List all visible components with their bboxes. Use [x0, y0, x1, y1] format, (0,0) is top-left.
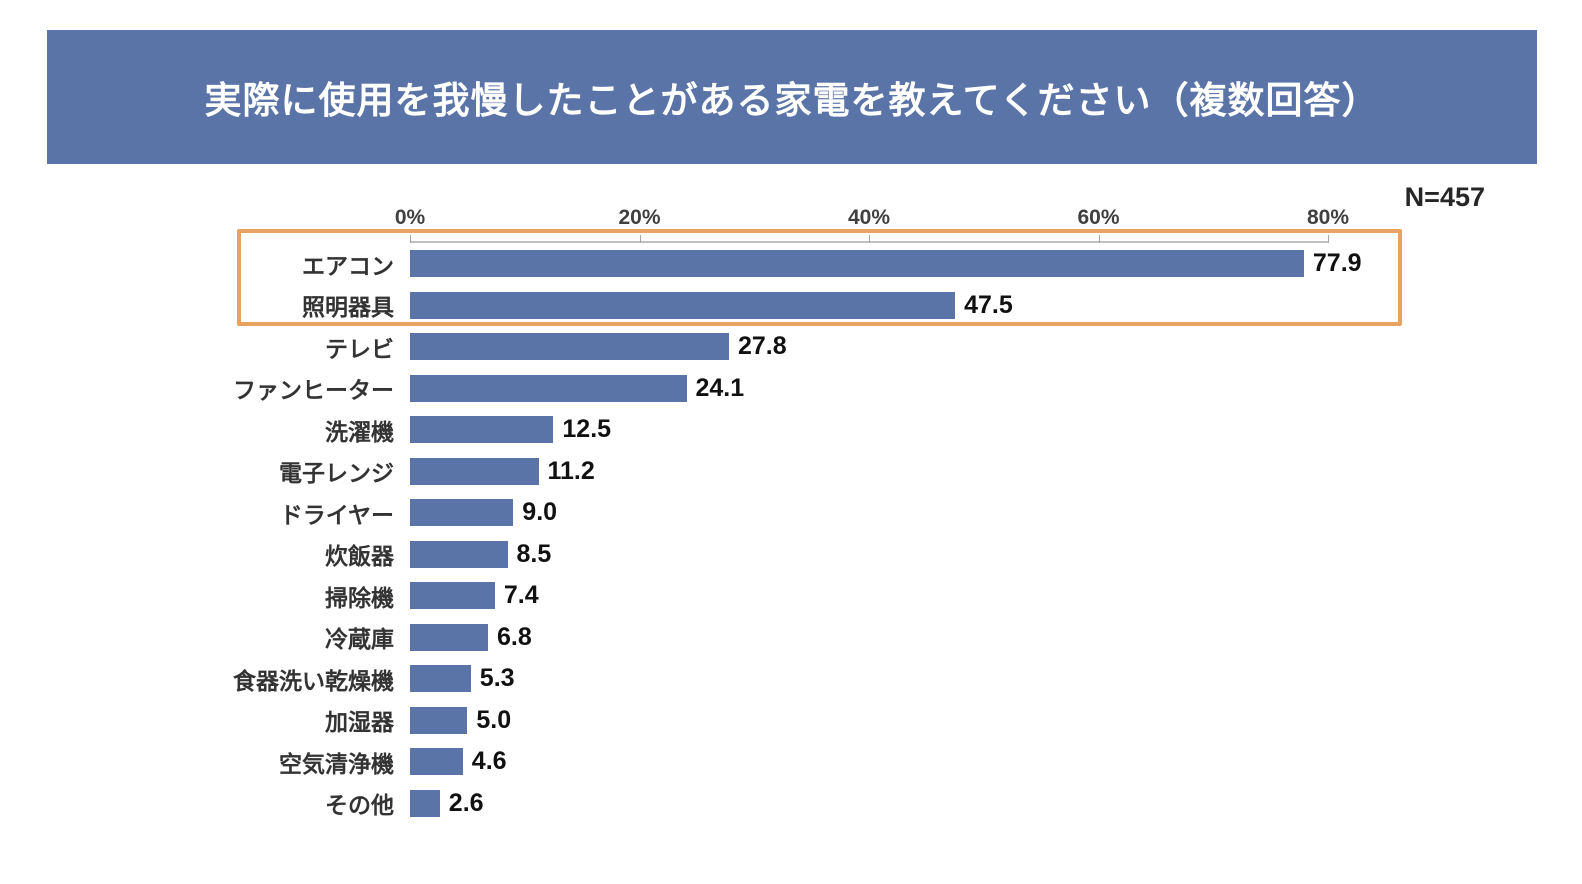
category-label: 掃除機	[325, 584, 394, 611]
axis-tick-label: 60%	[1077, 206, 1120, 229]
bar-rows: エアコン 77.9 照明器具 47.5 テレビ 27.8 ファンヒーター 24.1 洗濯機 12.…	[0, 243, 1560, 824]
axis-tick-mark	[1098, 235, 1100, 243]
bar-row: 冷蔵庫 6.8	[0, 617, 1560, 659]
axis-tick-mark	[1328, 235, 1329, 243]
bar-row: ファンヒーター 24.1	[0, 368, 1560, 410]
value-label: 77.9	[1312, 249, 1362, 278]
bar	[410, 333, 729, 361]
bar-row: その他 2.6	[0, 783, 1560, 825]
chart-title: 実際に使用を我慢したことがある家電を教えてください（複数回答）	[204, 80, 1380, 121]
axis-tick-mark	[639, 235, 641, 243]
category-label: テレビ	[325, 335, 394, 362]
value-label: 24.1	[695, 373, 745, 402]
bar-track: 27.8	[410, 332, 1328, 361]
bar-row: 掃除機 7.4	[0, 575, 1560, 617]
category-label: 洗濯機	[325, 418, 394, 445]
value-label: 2.6	[448, 788, 484, 817]
bar-track: 12.5	[410, 415, 1328, 444]
category-label: エアコン	[302, 252, 394, 279]
bar-track: 11.2	[410, 457, 1328, 486]
bar-row: ドライヤー 9.0	[0, 492, 1560, 534]
category-label: 加湿器	[325, 709, 394, 736]
bar-chart: 0% 20% 40% 60% 80% エアコン 77.9 照明器具 47.5 テレビ 27.8 ファ…	[0, 195, 1560, 824]
bar	[410, 416, 554, 444]
bar-row: テレビ 27.8	[0, 326, 1560, 368]
bar-track: 77.9	[410, 249, 1362, 278]
bar	[410, 623, 488, 651]
category-label: 空気清浄機	[279, 750, 394, 777]
bar-track: 2.6	[410, 789, 1328, 818]
bar-row: 加湿器 5.0	[0, 700, 1560, 742]
header-banner: 実際に使用を我慢したことがある家電を教えてください（複数回答）	[47, 30, 1537, 164]
category-label: 食器洗い乾燥機	[233, 667, 394, 694]
bar-row: 炊飯器 8.5	[0, 534, 1560, 576]
bar-row: 洗濯機 12.5	[0, 409, 1560, 451]
value-label: 6.8	[497, 622, 532, 651]
axis: 0% 20% 40% 60% 80%	[0, 195, 1560, 243]
sample-size-label: N=457	[1404, 182, 1485, 212]
bar-track: 24.1	[410, 374, 1328, 403]
bar-track: 4.6	[410, 747, 1328, 776]
value-label: 7.4	[503, 581, 539, 610]
bar-track: 8.5	[410, 540, 1328, 569]
bar-row: 電子レンジ 11.2	[0, 451, 1560, 493]
bar	[410, 457, 539, 485]
axis-tick-label: 80%	[1306, 206, 1350, 229]
category-label: 炊飯器	[325, 543, 394, 570]
category-label: ファンヒーター	[233, 377, 394, 404]
axis-tick-label: 0%	[394, 206, 426, 229]
value-label: 5.3	[479, 664, 515, 693]
axis-tick-label: 40%	[847, 206, 891, 229]
bar	[410, 706, 468, 734]
value-label: 12.5	[562, 415, 612, 444]
value-label: 27.8	[738, 332, 787, 361]
value-label: 9.0	[522, 498, 558, 527]
bar	[410, 582, 495, 610]
bar	[410, 748, 463, 776]
bar	[410, 374, 687, 402]
category-label: その他	[325, 792, 394, 819]
value-label: 11.2	[547, 456, 595, 485]
bar-row: 照明器具 47.5	[0, 285, 1560, 327]
bar-track: 5.3	[410, 664, 1328, 693]
axis-tick-label: 20%	[618, 206, 661, 229]
category-label: 冷蔵庫	[325, 626, 394, 653]
category-label: ドライヤー	[279, 501, 394, 528]
bar-row: 空気清浄機 4.6	[0, 741, 1560, 783]
bar	[410, 250, 1304, 278]
bar	[410, 499, 514, 527]
bar	[410, 540, 508, 568]
value-label: 47.5	[964, 290, 1013, 319]
bar	[410, 665, 471, 693]
bar-track: 6.8	[410, 623, 1328, 652]
bar-track: 7.4	[410, 581, 1328, 610]
bar-track: 5.0	[410, 706, 1328, 735]
value-label: 5.0	[476, 705, 512, 734]
axis-tick-mark	[869, 235, 870, 243]
value-label: 8.5	[516, 539, 552, 568]
bar	[410, 291, 956, 319]
bar-row: エアコン 77.9	[0, 243, 1560, 285]
category-label: 電子レンジ	[279, 460, 394, 487]
value-label: 4.6	[471, 747, 507, 776]
bar-track: 9.0	[410, 498, 1328, 527]
bar	[410, 789, 440, 817]
axis-tick-mark	[410, 235, 411, 243]
category-label: 照明器具	[302, 294, 394, 321]
bar-row: 食器洗い乾燥機 5.3	[0, 658, 1560, 700]
bar-track: 47.5	[410, 291, 1328, 320]
